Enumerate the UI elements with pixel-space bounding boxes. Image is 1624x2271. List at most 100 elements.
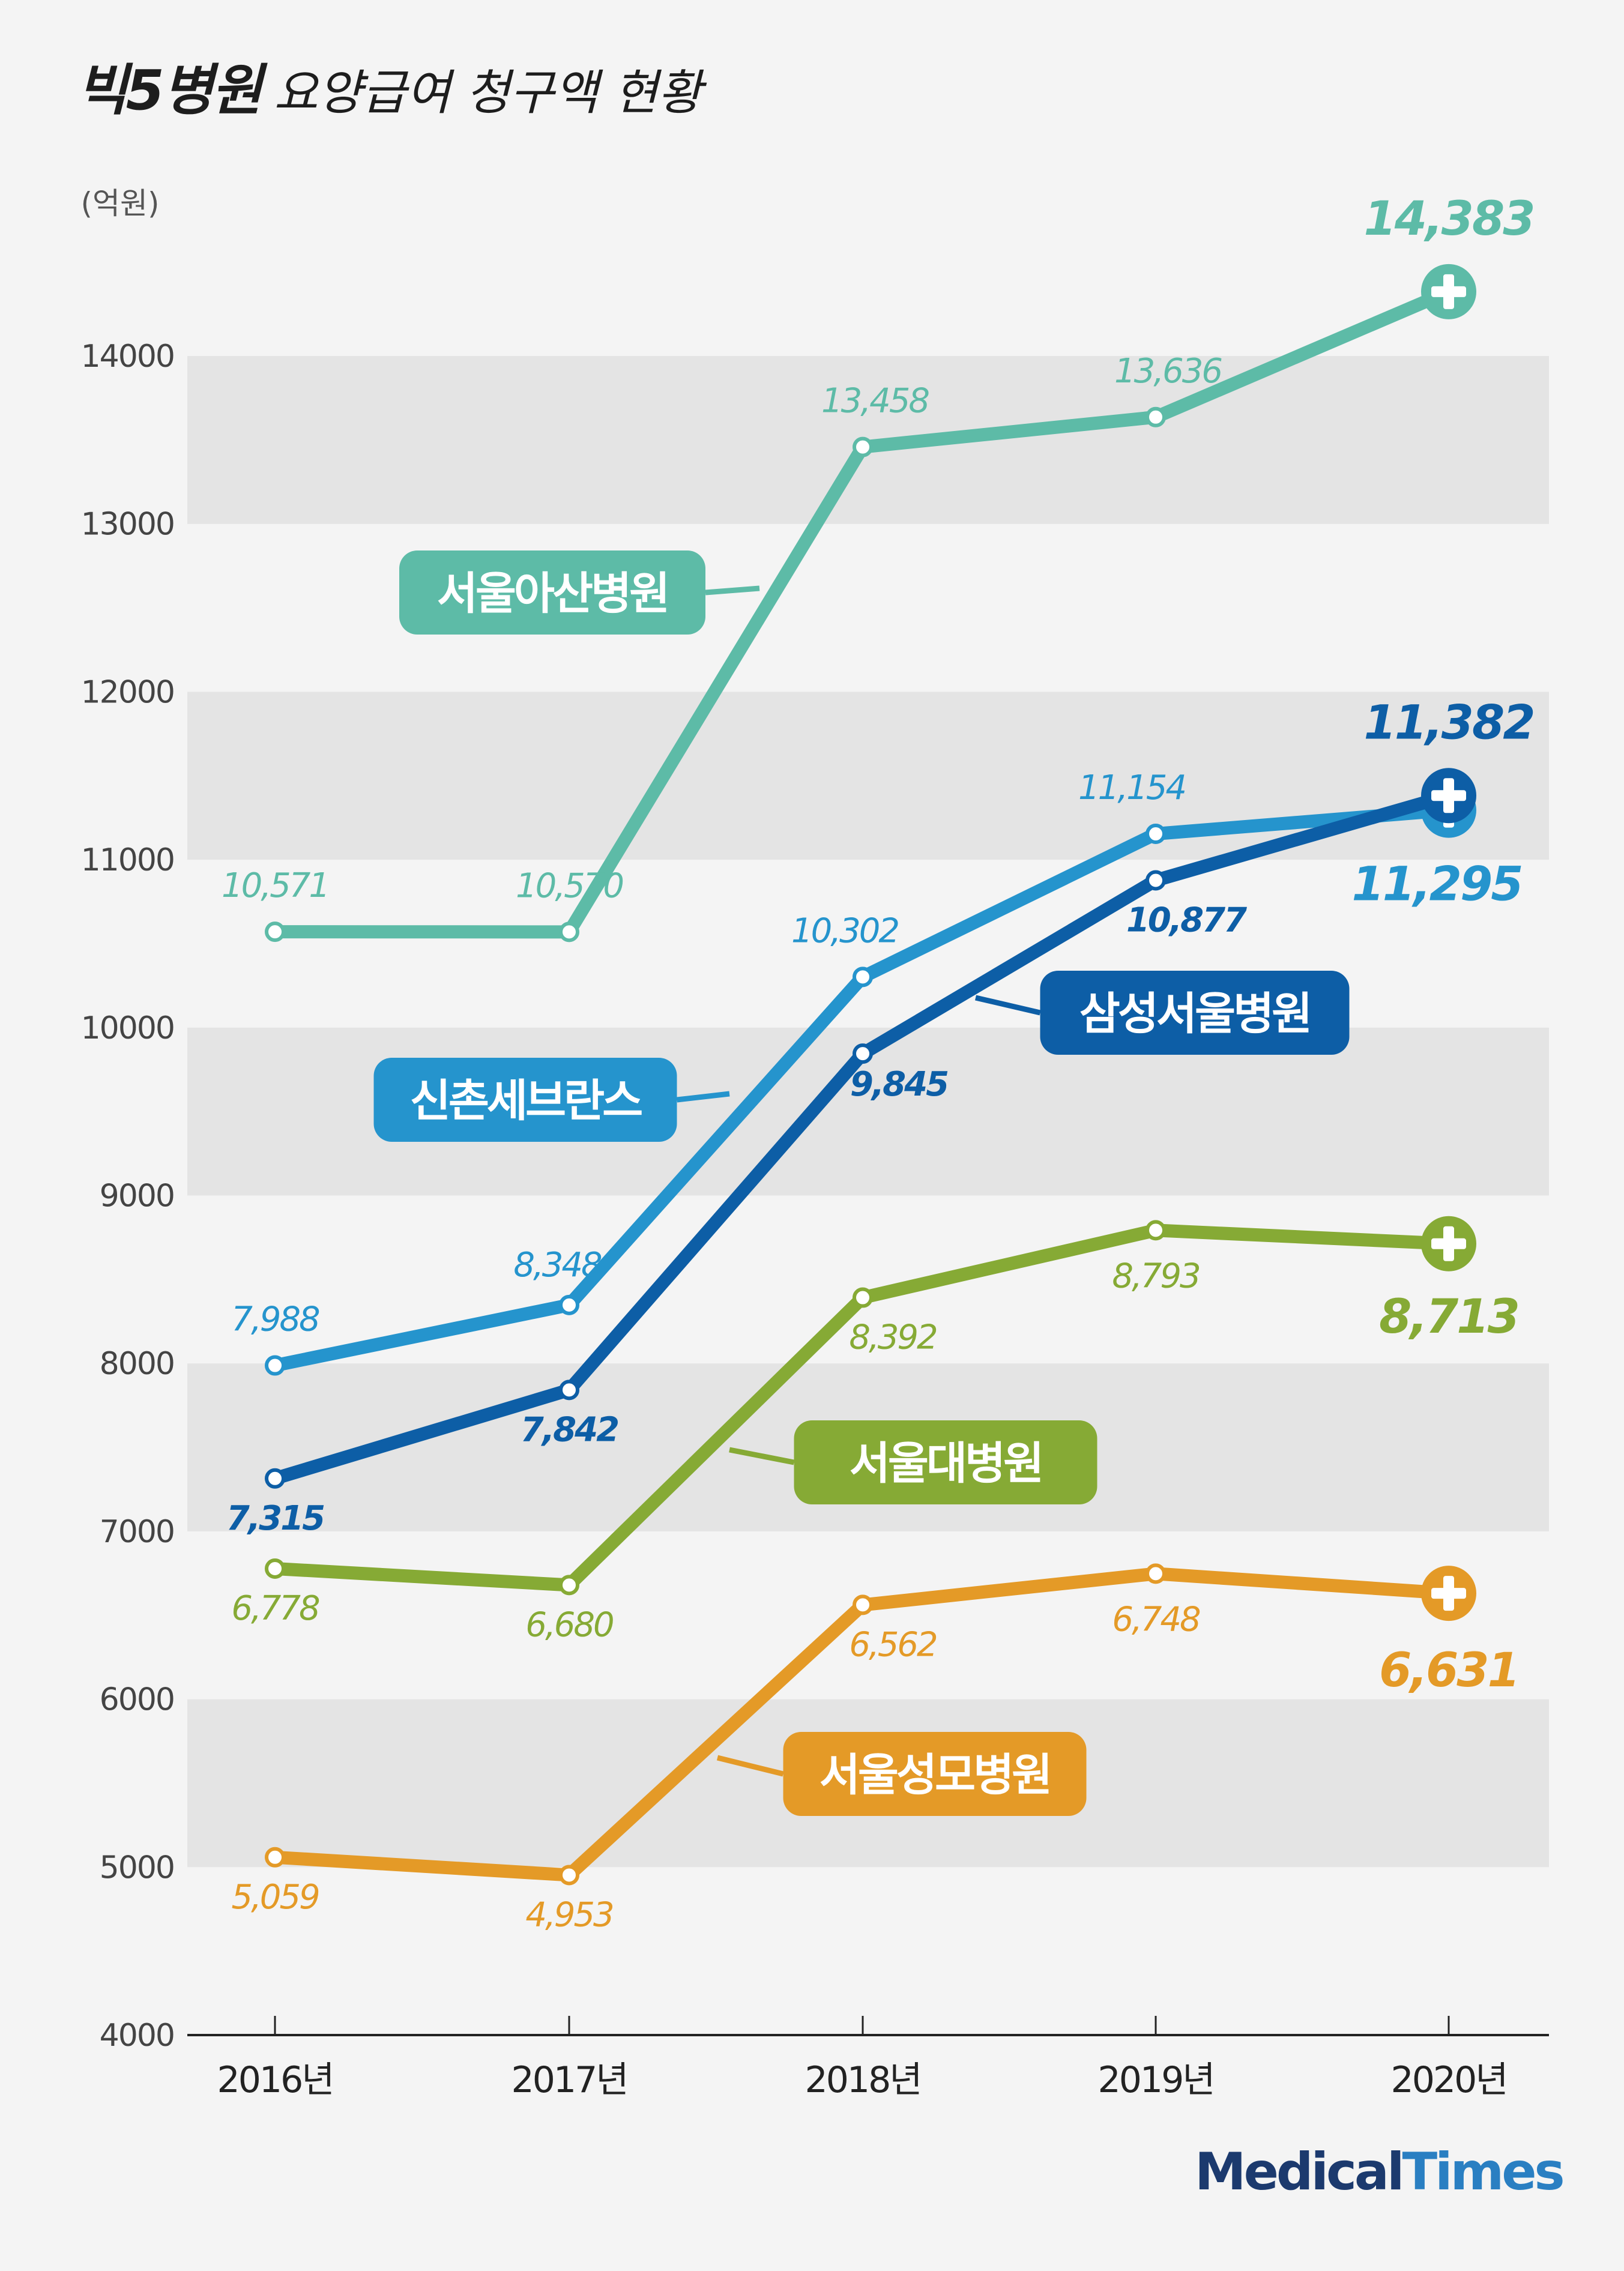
- y-tick-label: 10000: [81, 1010, 174, 1046]
- x-tick-label: 2017년: [512, 2059, 627, 2101]
- legend-label: 서울대병원: [850, 1438, 1042, 1489]
- data-point: [559, 1865, 579, 1886]
- chart-title: 빅5병원 요양급여 청구액 현황: [77, 63, 702, 118]
- data-label: 6,778: [231, 1589, 319, 1628]
- callout-box: [794, 1420, 1097, 1504]
- logo-text-medical: Medical: [1195, 2142, 1404, 2202]
- data-label: 5,059: [231, 1878, 319, 1917]
- data-point: [265, 1847, 285, 1868]
- y-axis-unit-label: (억원): [80, 186, 159, 221]
- data-point: [853, 436, 873, 457]
- data-label: 6,631: [1379, 1644, 1518, 1698]
- y-tick-label: 11000: [81, 842, 174, 878]
- x-tick-label: 2019년: [1098, 2059, 1214, 2101]
- data-label: 7,315: [226, 1499, 324, 1538]
- legend-label: 서울아산병원: [437, 568, 668, 620]
- data-label: 6,680: [525, 1605, 613, 1644]
- data-label: 9,845: [850, 1065, 948, 1104]
- y-tick-label: 14000: [81, 339, 174, 375]
- y-tick-label: 4000: [100, 2018, 174, 2054]
- y-tick-label: 9000: [100, 1178, 174, 1214]
- data-label: 10,570: [516, 866, 623, 905]
- x-tick-label: 2018년: [805, 2059, 921, 2101]
- data-point: [1146, 406, 1166, 427]
- data-label: 8,348: [513, 1246, 602, 1285]
- series-end-plus-icon: [1421, 1216, 1476, 1271]
- data-label: 7,842: [521, 1410, 618, 1449]
- series-callout: 서울성모병원: [716, 1732, 1087, 1816]
- series-0: [265, 264, 1476, 942]
- data-point: [1146, 870, 1166, 891]
- data-label: 6,562: [849, 1625, 937, 1664]
- data-point: [559, 1294, 579, 1315]
- series-layer: 10,571 10,570 13,458 13,636 14,383 7,988 8,348…: [222, 192, 1535, 1935]
- plus-bar-v: [1443, 778, 1454, 813]
- y-axis: (억원) 4000 5000 6000 7000 8000 9000 10000 11000 12…: [80, 186, 175, 2054]
- data-label: 7,988: [231, 1300, 319, 1339]
- grid-band: [187, 692, 1549, 860]
- series-end-plus-icon: [1421, 264, 1476, 319]
- plus-bar-v: [1443, 274, 1454, 309]
- data-label: 10,302: [791, 911, 898, 950]
- y-tick-label: 8000: [100, 1346, 174, 1382]
- data-label: 11,154: [1078, 768, 1185, 807]
- data-label: 11,382: [1364, 696, 1534, 750]
- callout-box: [399, 550, 705, 635]
- legend-label: 서울성모병원: [820, 1749, 1050, 1801]
- series-callout: 서울아산병원: [399, 550, 760, 635]
- data-point: [853, 1594, 873, 1615]
- data-point: [265, 1355, 285, 1376]
- data-point: [265, 1468, 285, 1489]
- callout-leader-line: [676, 1091, 730, 1103]
- medical-times-logo: MedicalTimes: [1195, 2142, 1565, 2202]
- data-label: 8,793: [1112, 1256, 1200, 1295]
- series-4: [265, 1563, 1476, 1886]
- y-tick-label: 13000: [81, 507, 174, 543]
- series-end-plus-icon: [1421, 768, 1476, 824]
- data-point: [1146, 824, 1166, 845]
- data-point: [559, 1380, 579, 1401]
- callout-box: [783, 1732, 1087, 1816]
- data-point: [853, 1043, 873, 1064]
- callout-leader-line: [974, 995, 1041, 1016]
- data-label: 8,392: [849, 1318, 937, 1357]
- callout-box: [1040, 971, 1350, 1055]
- x-tick-label: 2016년: [217, 2059, 333, 2101]
- data-label: 11,295: [1352, 858, 1522, 912]
- series-callout: 신촌세브란스: [373, 1058, 730, 1142]
- series-2: [265, 768, 1476, 1489]
- y-tick-label: 7000: [100, 1514, 174, 1550]
- logo-text-times: Times: [1402, 2142, 1565, 2202]
- data-label: 14,383: [1364, 192, 1534, 246]
- data-label: 4,953: [525, 1895, 613, 1934]
- callout-box: [373, 1058, 677, 1142]
- data-label: 10,571: [222, 866, 328, 905]
- x-axis: 2016년 2017년 2018년 2019년 2020년: [187, 2016, 1549, 2101]
- data-point: [1146, 1563, 1166, 1584]
- data-label: 8,713: [1379, 1290, 1518, 1344]
- data-point: [853, 967, 873, 988]
- data-point: [559, 1575, 579, 1596]
- y-tick-label: 6000: [100, 1682, 174, 1718]
- data-point: [1146, 1220, 1166, 1241]
- data-point: [559, 921, 579, 942]
- data-label: 6,748: [1112, 1600, 1200, 1639]
- data-point: [265, 921, 285, 942]
- x-tick-label: 2020년: [1391, 2059, 1507, 2101]
- data-label: 10,877: [1126, 901, 1247, 940]
- legend-label: 삼성서울병원: [1079, 988, 1310, 1040]
- data-label: 13,636: [1114, 352, 1222, 391]
- callout-leader-line: [705, 585, 760, 596]
- y-tick-label: 5000: [100, 1850, 174, 1886]
- series-end-plus-icon: [1421, 1566, 1476, 1621]
- plus-bar-v: [1443, 1226, 1454, 1261]
- series-callout: 삼성서울병원: [974, 971, 1350, 1055]
- data-point: [853, 1287, 873, 1308]
- y-tick-label: 12000: [81, 674, 174, 710]
- chart-title-main: 빅5병원: [77, 58, 262, 122]
- chart-title-subtitle: 요양급여 청구액 현황: [273, 65, 702, 121]
- plus-bar-v: [1443, 1576, 1454, 1611]
- data-label: 13,458: [821, 382, 929, 421]
